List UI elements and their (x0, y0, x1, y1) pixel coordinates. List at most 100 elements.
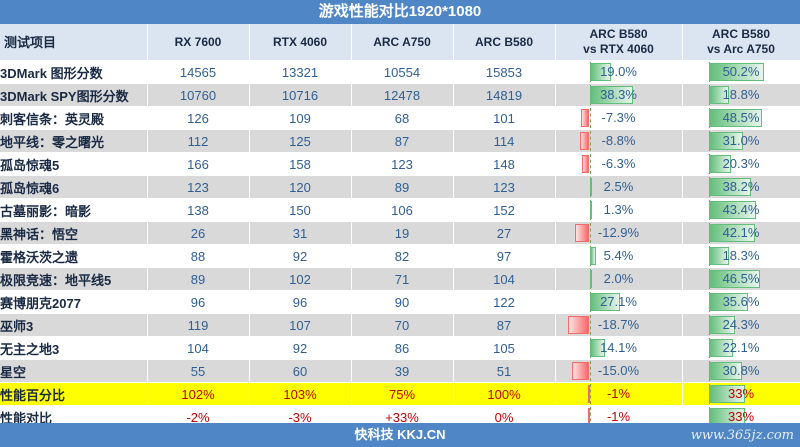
rtx4060-value: 120 (249, 175, 352, 199)
b580-vs-4060-cell-bar (581, 109, 590, 127)
table-row: 孤岛惊魂5 166 158 123 148 -6.3% 20.3% (0, 152, 800, 176)
arc-b580-value: 122 (453, 290, 556, 314)
header-test-item: 测试项目 (0, 24, 148, 61)
header-arc-b580: ARC B580 (453, 24, 556, 61)
b580-vs-a750-cell-bar (708, 178, 751, 196)
arc-b580-value: 105 (453, 336, 556, 360)
benchmark-table: 测试项目 RX 7600 RTX 4060 ARC A750 ARC B580 … (0, 24, 800, 429)
b580-vs-4060-cell-bar (589, 178, 593, 196)
rx7600-value: 126 (147, 106, 250, 130)
arc-a750-value: 71 (351, 267, 454, 291)
b580-vs-4060-cell-bar (589, 201, 592, 219)
b580-vs-4060-cell: 14.1% (555, 336, 683, 360)
b580-vs-a750-cell-value: 35.6% (722, 294, 760, 309)
rx7600-value: 96 (147, 290, 250, 314)
test-item-name: 霍格沃茨之遗 (0, 244, 148, 268)
b580-vs-a750-cell-bar (708, 63, 764, 81)
test-item-name: 赛博朋克2077 (0, 290, 148, 314)
b580-vs-4060-cell-axis (589, 361, 591, 381)
b580-vs-4060-cell-value: -6.3% (601, 156, 636, 171)
b580-vs-4060-cell-bar (589, 247, 596, 265)
arc-a750-value: 87 (351, 129, 454, 153)
rtx4060-value: 13321 (249, 60, 352, 84)
rtx4060-value: 92 (249, 244, 352, 268)
table-row: 赛博朋克2077 96 96 90 122 27.1% 35.6% (0, 290, 800, 314)
b580-vs-a750-cell: 18.8% (682, 83, 800, 107)
table-row: 黑神话：悟空 26 31 19 27 -12.9% 42.1% (0, 221, 800, 245)
b580-vs-a750-cell: 42.1% (682, 221, 800, 245)
table-row: 巫师3 119 107 70 87 -18.7% 24.3% (0, 313, 800, 337)
header-arc-a750: ARC A750 (351, 24, 454, 61)
b580-vs-4060-cell-axis (589, 384, 591, 404)
b580-vs-a750-cell-bar (708, 247, 729, 265)
arc-b580-value: 114 (453, 129, 556, 153)
b580-vs-4060-cell: 2.0% (555, 267, 683, 291)
arc-b580-value: 27 (453, 221, 556, 245)
b580-vs-4060-cell-value: -12.9% (597, 225, 640, 240)
b580-vs-4060-cell: 27.1% (555, 290, 683, 314)
b580-vs-4060-cell-value: 2.5% (603, 179, 634, 194)
header-b580-vs-a750-line1: ARC B580 (711, 27, 771, 41)
b580-vs-4060-cell-bar (582, 155, 590, 173)
b580-vs-4060-cell-bar (579, 132, 590, 150)
arc-a750-value: 90 (351, 290, 454, 314)
b580-vs-a750-cell-value: 43.4% (722, 202, 760, 217)
table-row: 极限竞速：地平线5 89 102 71 104 2.0% 46.5% (0, 267, 800, 291)
b580-vs-4060-cell-axis (589, 131, 591, 151)
b580-vs-4060-cell-bar (589, 86, 633, 104)
b580-vs-4060-cell: -15.0% (555, 359, 683, 383)
b580-vs-4060-cell: 2.5% (555, 175, 683, 199)
table-row: 霍格沃茨之遗 88 92 82 97 5.4% 18.3% (0, 244, 800, 268)
b580-vs-a750-cell-value: 46.5% (722, 271, 760, 286)
b580-vs-4060-cell: 19.0% (555, 60, 683, 84)
b580-vs-a750-cell-value: 18.3% (722, 248, 760, 263)
b580-vs-4060-cell: -6.3% (555, 152, 683, 176)
watermark: www.365jz.com (690, 428, 794, 443)
arc-b580-value: 152 (453, 198, 556, 222)
rx7600-value: 55 (147, 359, 250, 383)
test-item-name: 黑神话：悟空 (0, 221, 148, 245)
b580-vs-a750-cell-value: 24.3% (722, 317, 760, 332)
b580-vs-4060-cell: -1% (555, 382, 683, 406)
arc-a750-value: 12478 (351, 83, 454, 107)
b580-vs-a750-cell-bar (708, 339, 733, 357)
header-b580-vs-a750-line2: vs Arc A750 (707, 42, 775, 56)
arc-b580-value: 15853 (453, 60, 556, 84)
rtx4060-value: 125 (249, 129, 352, 153)
b580-vs-a750-cell-value: 22.1% (722, 340, 760, 355)
rtx4060-value: 158 (249, 152, 352, 176)
test-item-name: 巫师3 (0, 313, 148, 337)
b580-vs-4060-cell-value: -8.8% (601, 133, 636, 148)
rtx4060-value: 150 (249, 198, 352, 222)
arc-b580-value: 104 (453, 267, 556, 291)
b580-vs-a750-cell: 46.5% (682, 267, 800, 291)
b580-vs-4060-cell: -18.7% (555, 313, 683, 337)
table-row: 3DMark SPY图形分数 10760 10716 12478 14819 38.3% 1… (0, 83, 800, 107)
rtx4060-value: 103% (249, 382, 352, 406)
table-row: 刺客信条：英灵殿 126 109 68 101 -7.3% 48.5% (0, 106, 800, 130)
b580-vs-4060-cell-bar (574, 224, 590, 242)
rx7600-value: 112 (147, 129, 250, 153)
b580-vs-4060-cell-axis (589, 407, 591, 427)
rx7600-value: 123 (147, 175, 250, 199)
b580-vs-a750-cell: 33% (682, 382, 800, 406)
arc-a750-value: 68 (351, 106, 454, 130)
b580-vs-4060-cell-axis (589, 154, 591, 174)
b580-vs-4060-cell-value: -7.3% (601, 110, 636, 125)
b580-vs-a750-cell-bar (708, 132, 743, 150)
arc-b580-value: 123 (453, 175, 556, 199)
rtx4060-value: 10716 (249, 83, 352, 107)
header-b580-vs-4060-line1: ARC B580 (589, 27, 648, 41)
table-row: 地平线：零之曙光 112 125 87 114 -8.8% 31.0% (0, 129, 800, 153)
rx7600-value: 119 (147, 313, 250, 337)
table-row: 古墓丽影：暗影 138 150 106 152 1.3% 43.4% (0, 198, 800, 222)
b580-vs-4060-cell-bar (589, 270, 592, 288)
arc-b580-value: 97 (453, 244, 556, 268)
header-row: 测试项目 RX 7600 RTX 4060 ARC A750 ARC B580 … (0, 24, 800, 61)
b580-vs-4060-cell-value: -1% (606, 409, 631, 424)
arc-a750-value: 19 (351, 221, 454, 245)
b580-vs-a750-cell-value: 18.8% (722, 87, 760, 102)
b580-vs-4060-cell-value: 14.1% (600, 340, 637, 355)
b580-vs-4060-cell-bar (587, 385, 590, 403)
table-body: 3DMark 图形分数 14565 13321 10554 15853 19.0% 50.2… (0, 60, 800, 429)
